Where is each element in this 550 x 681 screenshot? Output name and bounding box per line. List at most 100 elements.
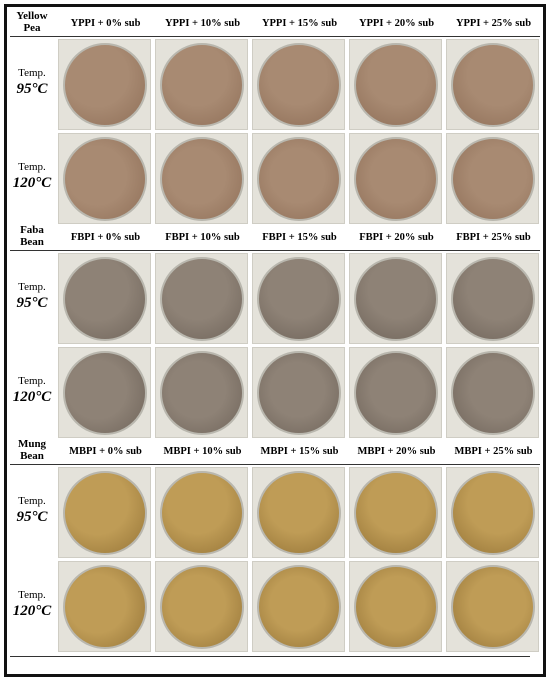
column-header: FBPI + 20% sub	[359, 232, 434, 243]
petri-dish	[257, 257, 341, 341]
sample-photo	[155, 347, 248, 438]
temperature: 120°C	[12, 603, 52, 619]
row-label: Temp. 95°C	[6, 67, 58, 98]
column-header: FBPI + 10% sub	[165, 232, 240, 243]
petri-dish	[160, 137, 244, 221]
petri-dish	[63, 257, 147, 341]
sample-photo	[252, 347, 345, 438]
sample-photo	[349, 133, 442, 224]
petri-dish	[160, 351, 244, 435]
temp-label: Temp.	[18, 161, 46, 173]
column-header: FBPI + 0% sub	[70, 232, 141, 243]
sample-photo	[58, 467, 151, 558]
column-header: YPPI + 15% sub	[261, 18, 338, 29]
temperature: 95°C	[16, 295, 48, 311]
temperature: 120°C	[12, 389, 52, 405]
bottom-rule	[10, 656, 530, 657]
temp-label: Temp.	[18, 375, 46, 387]
petri-dish	[451, 43, 535, 127]
petri-dish	[354, 351, 438, 435]
temperature: 120°C	[12, 175, 52, 191]
petri-dish	[257, 351, 341, 435]
section-name: Yellow Pea	[16, 10, 48, 34]
temp-label: Temp.	[18, 495, 46, 507]
sample-photo	[252, 253, 345, 344]
header-rule	[10, 464, 540, 465]
sample-photo	[155, 133, 248, 224]
sample-photo	[349, 39, 442, 130]
sample-photo	[58, 39, 151, 130]
petri-dish	[354, 471, 438, 555]
petri-dish	[354, 257, 438, 341]
sample-photo	[446, 561, 539, 652]
column-header: YPPI + 25% sub	[455, 18, 532, 29]
petri-dish	[160, 43, 244, 127]
petri-dish	[451, 565, 535, 649]
column-header: MBPI + 0% sub	[69, 446, 142, 457]
sample-photo	[155, 253, 248, 344]
row-label: Temp. 95°C	[6, 281, 58, 312]
temperature: 95°C	[16, 81, 48, 97]
petri-dish	[63, 137, 147, 221]
petri-dish	[354, 43, 438, 127]
temp-label: Temp.	[18, 281, 46, 293]
petri-dish	[354, 565, 438, 649]
column-header: MBPI + 15% sub	[260, 446, 339, 457]
petri-dish	[451, 137, 535, 221]
petri-dish	[257, 137, 341, 221]
column-header: MBPI + 25% sub	[454, 446, 533, 457]
temp-label: Temp.	[18, 67, 46, 79]
header-rule	[10, 36, 540, 37]
petri-dish	[63, 351, 147, 435]
sample-photo	[349, 347, 442, 438]
petri-dish	[257, 471, 341, 555]
sample-photo	[58, 253, 151, 344]
petri-dish	[451, 351, 535, 435]
section-name: Faba Bean	[20, 224, 44, 248]
column-header: YPPI + 10% sub	[164, 18, 241, 29]
sample-photo	[349, 561, 442, 652]
sample-photo	[155, 39, 248, 130]
sample-photo	[58, 133, 151, 224]
sample-photo	[155, 467, 248, 558]
column-header: FBPI + 15% sub	[262, 232, 337, 243]
row-label: Temp. 120°C	[6, 375, 58, 406]
petri-dish	[63, 471, 147, 555]
sample-photo	[446, 467, 539, 558]
sample-photo	[446, 347, 539, 438]
column-header: YPPI + 20% sub	[358, 18, 435, 29]
sample-photo	[446, 253, 539, 344]
petri-dish	[63, 565, 147, 649]
sample-photo	[155, 561, 248, 652]
column-header: YPPI + 0% sub	[70, 18, 141, 29]
petri-dish	[63, 43, 147, 127]
petri-dish	[257, 565, 341, 649]
row-label: Temp. 95°C	[6, 495, 58, 526]
sample-photo	[349, 467, 442, 558]
petri-dish	[160, 565, 244, 649]
petri-dish	[160, 471, 244, 555]
column-header: MBPI + 10% sub	[163, 446, 242, 457]
sample-photo	[446, 39, 539, 130]
petri-dish	[257, 43, 341, 127]
petri-dish	[160, 257, 244, 341]
sample-photo	[446, 133, 539, 224]
column-header: MBPI + 20% sub	[357, 446, 436, 457]
sample-photo	[252, 133, 345, 224]
header-rule	[10, 250, 540, 251]
sample-photo	[252, 561, 345, 652]
column-header: FBPI + 25% sub	[456, 232, 531, 243]
petri-dish	[354, 137, 438, 221]
row-label: Temp. 120°C	[6, 589, 58, 620]
section-name: Mung Bean	[17, 438, 47, 462]
sample-photo	[252, 39, 345, 130]
temperature: 95°C	[16, 509, 48, 525]
petri-dish	[451, 257, 535, 341]
figure-frame	[4, 4, 546, 677]
petri-dish	[451, 471, 535, 555]
row-label: Temp. 120°C	[6, 161, 58, 192]
sample-photo	[349, 253, 442, 344]
sample-photo	[58, 561, 151, 652]
sample-photo	[252, 467, 345, 558]
